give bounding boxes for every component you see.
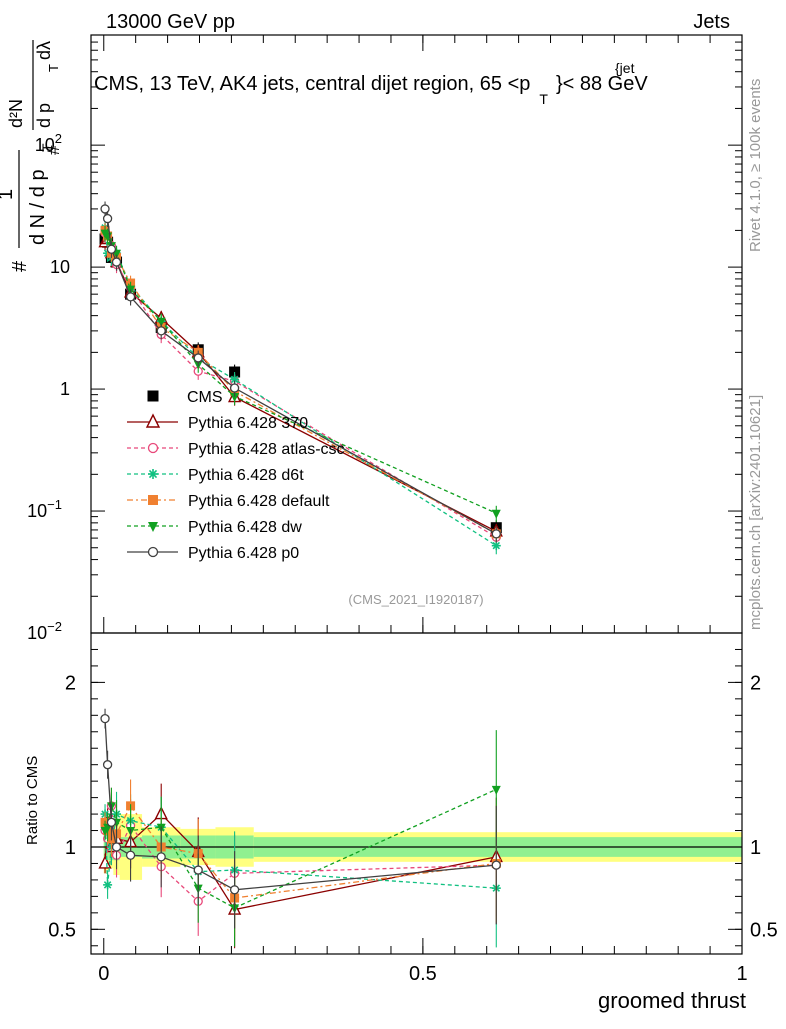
legend-label-3: Pythia 6.428 d6t [188,467,304,484]
point-3-8 [491,541,501,551]
point-6-1 [102,213,113,224]
legend-label-2: Pythia 6.428 atlas-csc [188,441,345,458]
legend-label-5: Pythia 6.428 dw [188,519,302,536]
legend-entry-2: Pythia 6.428 atlas-csc [127,441,345,458]
svg-text:d N / d p: d N / d p [27,169,49,245]
legend: CMS Pythia 6.428 370 Pythia 6.428 atlas-cs… [127,389,345,562]
point-6-2 [106,244,117,254]
svg-text:T: T [39,143,55,152]
svg-text:#: # [9,260,31,272]
ratio-point-5-1 [102,760,113,770]
ytick-label-ratio-right-2: 2 [750,672,761,694]
y-axis-label-main: # 1 d N / d p T # d²N d p T dλ [0,40,63,272]
ytick-label-ratio-2: 2 [65,672,76,694]
series-6 [100,201,501,543]
legend-entry-4: Pythia 6.428 default [127,493,330,510]
plot-title: CMS, 13 TeV, AK4 jets, central dijet reg… [94,73,648,107]
xtick-label-1: 0.5 [409,963,437,985]
mcplots-label: mcplots.cern.ch [arXiv:2401.10621] [747,395,764,630]
svg-text:d p: d p [34,103,54,128]
ytick-label-ratio-1: 1 [65,837,76,859]
ratio-point-5-4 [125,850,136,860]
xtick-label-0: 0 [98,963,109,985]
ratio-point-5-7 [229,885,240,895]
series-0 [99,231,502,537]
legend-entry-5: Pythia 6.428 dw [127,519,302,536]
x-axis-label: groomed thrust [598,988,746,1013]
main-panel-frame [90,34,743,634]
legend-label-1: Pythia 6.428 370 [188,415,308,432]
legend-entry-0: CMS [147,389,223,406]
legend-marker-2 [147,442,159,454]
ratio-series-5 [100,708,501,929]
legend-marker-0 [147,390,159,402]
xtick-label-2: 1 [736,963,747,985]
ratio-point-5-8 [491,860,501,870]
ratio-point-5-5 [156,852,166,862]
legend-label-4: Pythia 6.428 default [188,493,330,510]
rivet-version-label: Rivet 4.1.0, ≥ 100k events [747,79,764,252]
svg-text:T: T [46,64,61,72]
ratio-point-4-8 [491,785,501,795]
ratio-point-5-3 [111,842,122,852]
point-5-8 [491,509,501,519]
y-axis-label-ratio: Ratio to CMS [24,756,41,845]
ytick-label-main-3: 10 [50,257,70,277]
legend-entry-1: Pythia 6.428 370 [127,413,308,432]
point-5-7 [230,392,240,402]
ratio-panel-frame [90,632,743,955]
plot-title-superscript: {jet [615,60,635,76]
point-6-8 [491,529,501,539]
legend-label-6: Pythia 6.428 p0 [188,545,299,562]
point-6-4 [125,292,136,302]
legend-label-0: CMS [187,389,223,406]
legend-marker-3 [148,469,158,479]
series-line-4 [104,230,497,535]
legend-marker-4 [148,495,158,505]
ytick-label-main-2: 1 [60,379,70,399]
point-6-6 [193,353,203,363]
legend-marker-5 [148,522,158,532]
ratio-point-5-6 [193,865,203,875]
legend-marker-1 [145,413,161,428]
point-6-7 [229,383,240,393]
series-line-5 [104,232,497,514]
header-left: 13000 GeV pp [106,11,235,33]
point-6-3 [111,257,122,267]
point-6-0 [100,204,110,214]
svg-text:dλ: dλ [34,41,54,60]
svg-text:1: 1 [0,189,17,200]
ratio-point-5-0 [100,713,110,724]
ytick-label-ratio-right-0: 0.5 [750,919,778,941]
header-right: Jets [693,11,730,33]
svg-text:d²N: d²N [6,99,26,128]
point-5-5 [156,317,166,327]
point-6-5 [156,326,166,336]
series-line-2 [104,232,497,538]
legend-entry-3: Pythia 6.428 d6t [127,467,304,484]
series-line-6 [104,208,497,535]
ytick-label-ratio-0: 0.5 [48,919,76,941]
ytick-label-main-1: 10−1 [27,497,62,521]
svg-text:#: # [44,145,63,155]
ratio-point-2-1 [103,880,113,890]
analysis-watermark: (CMS_2021_I1920187) [348,592,483,607]
ratio-point-5-2 [106,817,117,827]
ratio-point-0-0 [98,855,112,869]
ytick-label-ratio-right-1: 1 [750,837,761,859]
legend-marker-6 [147,546,159,558]
legend-entry-6: Pythia 6.428 p0 [127,545,299,562]
ytick-label-main-0: 10−2 [27,619,62,643]
